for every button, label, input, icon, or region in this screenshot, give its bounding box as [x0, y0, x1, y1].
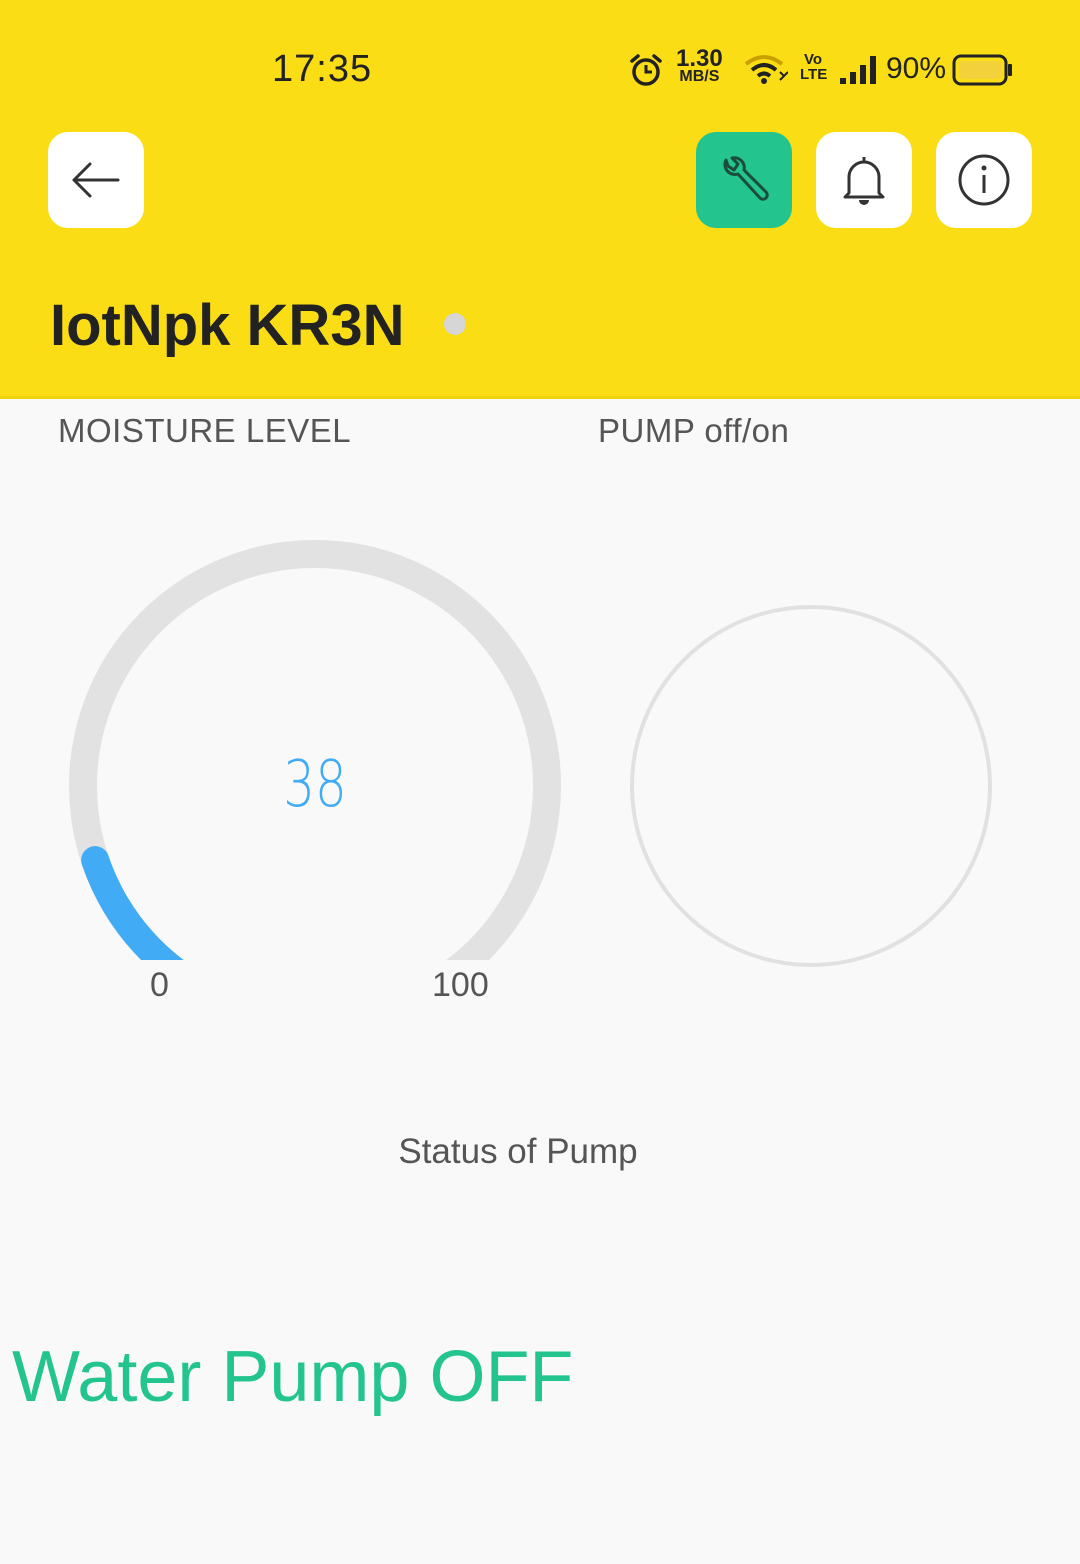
pump-status-value: Water Pump OFF	[12, 1337, 574, 1417]
pump-label: PUMP off/on	[598, 412, 790, 449]
status-time: 17:35	[272, 48, 373, 90]
app-header: 17:35 1.30 MB/S Vo LTE 90%	[0, 0, 1080, 399]
back-button[interactable]	[48, 132, 144, 228]
gauge-min-label: 0	[150, 966, 169, 1004]
device-status-dot	[444, 313, 466, 335]
battery-icon	[952, 54, 1012, 86]
pump-status-label: Status of Pump	[398, 1132, 638, 1171]
moisture-value: 38	[283, 748, 347, 822]
alarm-icon	[630, 54, 662, 86]
gauge-track	[69, 540, 561, 960]
battery-percent: 90%	[886, 52, 947, 85]
wifi-icon	[744, 55, 788, 84]
moisture-gauge	[69, 540, 561, 960]
info-button[interactable]	[936, 132, 1032, 228]
arrow-left-icon	[72, 162, 120, 198]
network-speed: 1.30 MB/S	[676, 45, 723, 86]
settings-button[interactable]	[696, 132, 792, 228]
bell-icon	[843, 157, 885, 205]
notifications-button[interactable]	[816, 132, 912, 228]
wrench-icon	[723, 156, 769, 201]
moisture-label: MOISTURE LEVEL	[58, 412, 352, 449]
device-title: IotNpk KR3N	[50, 293, 405, 358]
volte-indicator: Vo LTE	[800, 51, 828, 83]
info-icon	[958, 154, 1010, 206]
gauge-fill	[81, 846, 184, 960]
status-bar: 17:35 1.30 MB/S Vo LTE 90%	[0, 0, 1080, 130]
pump-toggle-button[interactable]	[630, 605, 992, 967]
gauge-max-label: 100	[432, 966, 489, 1004]
signal-icon	[840, 56, 876, 84]
